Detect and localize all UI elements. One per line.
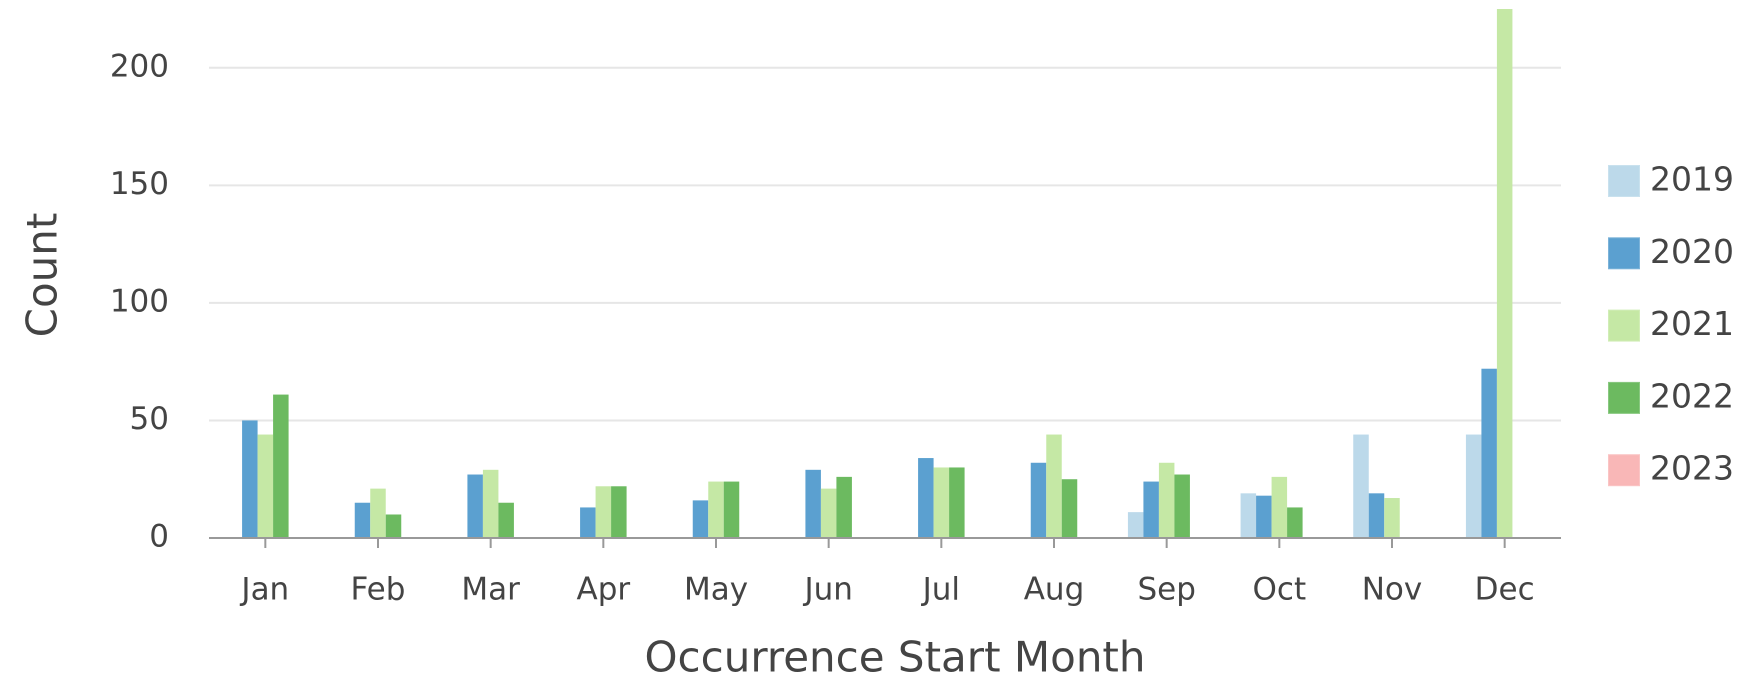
y-tick-label: 200 (110, 48, 169, 84)
x-tick-label: Nov (1362, 572, 1423, 608)
bar (1368, 493, 1385, 538)
y-tick-label: 0 (149, 519, 169, 555)
bar (1127, 512, 1144, 538)
legend-label: 2022 (1650, 376, 1734, 415)
bar (1465, 434, 1482, 538)
legend-swatch (1608, 454, 1640, 487)
legend-swatch (1608, 381, 1640, 414)
bar (1271, 476, 1288, 538)
bar (949, 467, 965, 538)
bar (692, 500, 709, 538)
bar (257, 434, 274, 538)
bar (370, 488, 386, 538)
bar (482, 469, 499, 538)
bar (580, 507, 596, 538)
bar (836, 476, 852, 538)
y-tick-label: 50 (130, 401, 169, 437)
bar (595, 486, 612, 538)
x-tick-label: May (684, 572, 748, 608)
bar (1353, 434, 1369, 538)
x-tick-label: Oct (1253, 572, 1307, 608)
bar (1240, 493, 1257, 538)
bar (933, 467, 950, 538)
legend-swatch (1608, 309, 1640, 342)
bar (354, 502, 371, 538)
bar (1046, 434, 1062, 538)
x-tick-label: Jan (239, 572, 289, 608)
x-tick-label: Jul (921, 572, 960, 608)
x-tick-label: Dec (1475, 572, 1535, 608)
bar (1384, 498, 1400, 538)
x-tick-label: Aug (1024, 572, 1085, 608)
y-axis-title: Count (18, 213, 67, 338)
bar (820, 488, 837, 538)
bar (1174, 474, 1190, 538)
x-tick-label: Feb (351, 572, 406, 608)
legend-label: 2021 (1650, 304, 1734, 343)
bar (273, 394, 289, 538)
y-tick-label: 150 (110, 166, 169, 202)
x-axis-title: Occurrence Start Month (644, 633, 1145, 682)
bar (1158, 462, 1175, 538)
x-tick-label: Mar (461, 572, 520, 608)
x-tick-label: Jun (802, 572, 852, 608)
bar (242, 420, 258, 538)
y-tick-label: 100 (110, 283, 169, 319)
bar (467, 474, 483, 538)
legend-label: 2020 (1650, 232, 1734, 271)
x-tick-label: Sep (1137, 572, 1195, 608)
bar (1287, 507, 1303, 538)
bar (918, 458, 934, 538)
bar (1481, 368, 1497, 538)
bar (1143, 481, 1159, 538)
bar (1256, 495, 1272, 538)
bar (708, 481, 724, 538)
legend-swatch (1608, 237, 1640, 270)
legend-label: 2019 (1650, 160, 1734, 199)
bar (723, 481, 740, 538)
bar (805, 469, 821, 538)
bar (385, 514, 402, 538)
bar (1496, 9, 1513, 538)
bar (611, 486, 627, 538)
bar (1061, 479, 1078, 538)
legend-swatch (1608, 165, 1640, 197)
legend-label: 2023 (1650, 449, 1734, 488)
bar (498, 502, 514, 538)
x-tick-label: Apr (577, 572, 631, 608)
bar (1030, 462, 1047, 538)
